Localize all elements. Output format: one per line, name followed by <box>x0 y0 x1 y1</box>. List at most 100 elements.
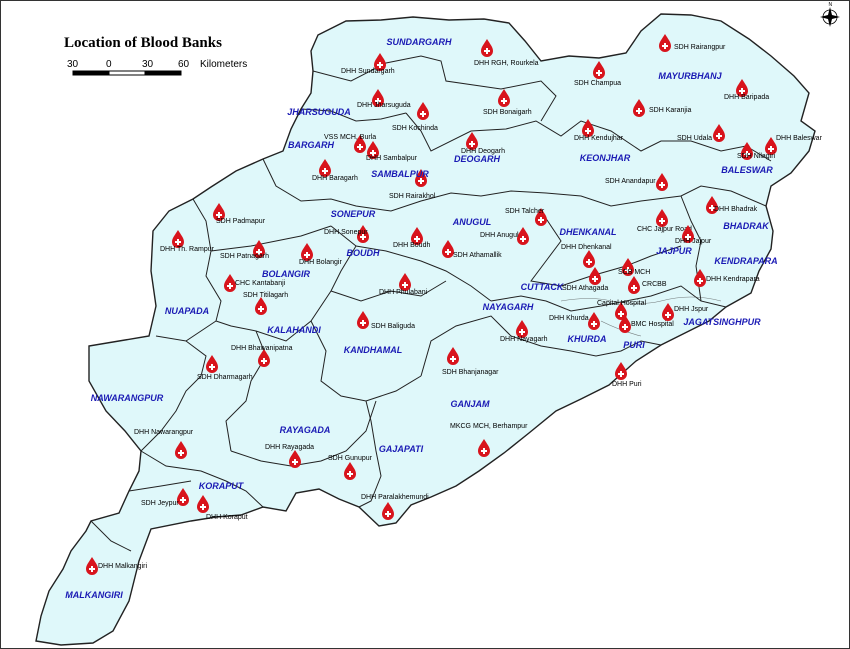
district-label: NAWARANGPUR <box>91 393 164 403</box>
blood-bank-label: SDH Bhanjanagar <box>442 369 499 376</box>
cross-icon <box>618 371 624 377</box>
blood-bank-marker[interactable] <box>224 274 236 292</box>
cross-icon <box>360 234 366 240</box>
district-label: KANDHAMAL <box>344 345 403 355</box>
blood-bank-marker[interactable] <box>582 119 594 137</box>
cross-icon <box>739 88 745 94</box>
blood-bank-marker[interactable] <box>357 225 369 243</box>
blood-bank-marker[interactable] <box>411 227 423 245</box>
blood-bank-marker[interactable] <box>619 315 631 333</box>
blood-bank-marker[interactable] <box>498 89 510 107</box>
blood-bank-marker[interactable] <box>357 311 369 329</box>
district-label: BHADRAK <box>723 221 770 231</box>
blood-bank-marker[interactable] <box>628 276 640 294</box>
blood-bank-marker[interactable] <box>589 267 601 285</box>
district-label: KALAHANDI <box>267 325 321 335</box>
blood-bank-marker[interactable] <box>417 102 429 120</box>
blood-bank-label: DHH Sonepur <box>324 229 368 236</box>
cross-icon <box>659 182 665 188</box>
cross-icon <box>402 282 408 288</box>
blood-bank-marker[interactable] <box>656 209 668 227</box>
blood-bank-marker[interactable] <box>583 250 595 268</box>
cross-icon <box>89 566 95 572</box>
blood-bank-marker[interactable] <box>319 159 331 177</box>
blood-bank-marker[interactable] <box>622 258 634 276</box>
blood-bank-marker[interactable] <box>372 89 384 107</box>
blood-bank-label: DHH Jspur <box>674 306 709 313</box>
blood-bank-marker[interactable] <box>382 502 394 520</box>
blood-bank-marker[interactable] <box>301 243 313 261</box>
blood-bank-marker[interactable] <box>706 196 718 214</box>
blood-bank-marker[interactable] <box>172 230 184 248</box>
blood-bank-label: SDH Rairakhol <box>389 193 436 200</box>
cross-icon <box>685 234 691 240</box>
district-label: NAYAGARH <box>483 302 534 312</box>
blood-bank-marker[interactable] <box>593 61 605 79</box>
cross-icon <box>586 259 592 265</box>
blood-bank-marker[interactable] <box>535 208 547 226</box>
blood-bank-marker[interactable] <box>656 173 668 191</box>
blood-bank-label: SDH Udala <box>677 135 712 142</box>
blood-bank-marker[interactable] <box>289 450 301 468</box>
cross-icon <box>665 312 671 318</box>
blood-bank-marker[interactable] <box>177 488 189 506</box>
blood-bank-marker[interactable] <box>478 439 490 457</box>
district-label: GAJAPATI <box>379 444 424 454</box>
cross-icon <box>370 150 376 156</box>
blood-bank-marker[interactable] <box>694 269 706 287</box>
blood-bank-label: CHC Jajpur Road <box>637 226 692 233</box>
blood-bank-marker[interactable] <box>399 273 411 291</box>
blood-bank-marker[interactable] <box>442 240 454 258</box>
blood-bank-marker[interactable] <box>213 203 225 221</box>
blood-bank-marker[interactable] <box>175 441 187 459</box>
blood-bank-marker[interactable] <box>374 53 386 71</box>
blood-bank-label: DHH Bhadrak <box>714 206 758 213</box>
blood-bank-label: BMC Hospital <box>631 321 674 328</box>
cross-icon <box>175 239 181 245</box>
blood-bank-marker[interactable] <box>736 79 748 97</box>
blood-bank-marker[interactable] <box>255 297 267 315</box>
blood-bank-label: DHH Anugul <box>480 232 519 239</box>
blood-bank-label: DHH Rayagada <box>265 444 314 451</box>
blood-bank-marker[interactable] <box>447 347 459 365</box>
blood-bank-marker[interactable] <box>86 557 98 575</box>
blood-bank-marker[interactable] <box>206 355 218 373</box>
blood-bank-marker[interactable] <box>481 39 493 57</box>
scale-bar <box>72 70 182 76</box>
blood-bank-marker[interactable] <box>588 312 600 330</box>
blood-bank-marker[interactable] <box>615 362 627 380</box>
blood-bank-marker[interactable] <box>682 225 694 243</box>
blood-bank-marker[interactable] <box>258 349 270 367</box>
blood-bank-label: DHH Sambalpur <box>366 155 418 162</box>
blood-bank-marker[interactable] <box>516 320 528 338</box>
district-label: DHENKANAL <box>560 227 617 237</box>
blood-bank-marker[interactable] <box>713 124 725 142</box>
cross-icon <box>484 48 490 54</box>
blood-bank-marker[interactable] <box>367 141 379 159</box>
blood-bank-marker[interactable] <box>517 227 529 245</box>
cross-icon <box>414 236 420 242</box>
cross-icon <box>768 146 774 152</box>
blood-bank-marker[interactable] <box>659 34 671 52</box>
blood-bank-marker[interactable] <box>466 132 478 150</box>
cross-icon <box>445 249 451 255</box>
blood-bank-label: SDH Baliguda <box>371 323 415 330</box>
cross-icon <box>180 497 186 503</box>
blood-bank-marker[interactable] <box>633 99 645 117</box>
blood-bank-marker[interactable] <box>765 137 777 155</box>
blood-bank-marker[interactable] <box>197 495 209 513</box>
blood-bank-marker[interactable] <box>741 142 753 160</box>
blood-bank-label: DHH Khurda <box>549 315 589 322</box>
scale-unit-label: Kilometers <box>200 59 248 70</box>
district-label: DEOGARH <box>454 154 501 164</box>
blood-bank-marker[interactable] <box>344 462 356 480</box>
scale-tick-label: 30 <box>142 59 154 70</box>
blood-bank-marker[interactable] <box>415 169 427 187</box>
blood-bank-marker[interactable] <box>253 240 265 258</box>
blood-bank-marker[interactable] <box>615 302 627 320</box>
district-label: BOLANGIR <box>262 269 310 279</box>
blood-bank-marker[interactable] <box>354 135 366 153</box>
blood-bank-label: SDH Kochinda <box>392 125 438 132</box>
blood-bank-marker[interactable] <box>662 303 674 321</box>
